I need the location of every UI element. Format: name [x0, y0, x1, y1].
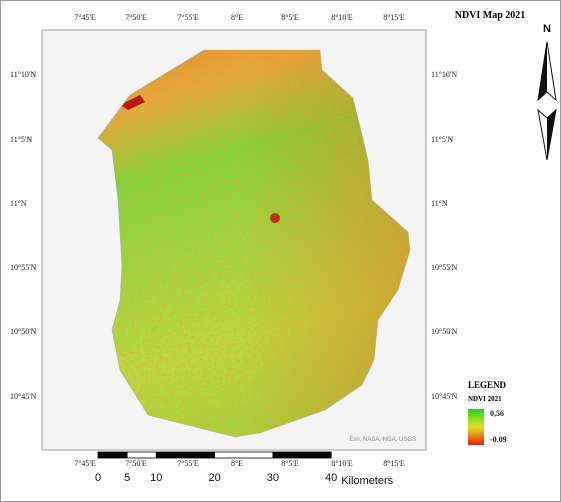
- attribution: Esri, NASA, NGA, USGS: [349, 437, 416, 443]
- left-latitude: 10°45'N: [10, 392, 37, 401]
- legend-layer: NDVI 2021: [468, 395, 502, 403]
- right-latitude: 11°5'N: [431, 135, 453, 144]
- scale-segment: [126, 451, 157, 459]
- bottom-longitude: 8°E: [231, 459, 243, 468]
- scale-segment: [214, 451, 274, 459]
- top-longitude: 7°45'E: [74, 13, 96, 22]
- legend-heading: LEGEND: [468, 380, 507, 390]
- top-longitude: 8°10'E: [331, 13, 353, 22]
- left-latitude: 11°N: [10, 199, 27, 208]
- right-latitude: 11°N: [431, 199, 448, 208]
- scale-label: 20: [208, 472, 220, 484]
- scale-segment: [272, 451, 332, 459]
- scale-label: 40: [325, 472, 337, 484]
- north-label: N: [543, 23, 551, 35]
- legend-low: -0.09: [490, 435, 507, 444]
- right-latitude: 10°55'N: [431, 263, 458, 272]
- bottom-longitude: 8°10'E: [331, 459, 353, 468]
- top-longitude: 8°5'E: [281, 13, 299, 22]
- right-latitude: 11°10'N: [431, 70, 457, 79]
- scale-label: 30: [267, 472, 279, 484]
- right-latitude: 10°45'N: [431, 392, 458, 401]
- scale-bar: 0 5 10 20 30 40 Kilometers: [95, 451, 394, 487]
- right-latitude: 10°50'N: [431, 327, 458, 336]
- graticule-labels: 7°45'E 7°50'E 7°55'E 8°E 8°5'E 8°10'E 8°15'E 7°…: [10, 13, 458, 468]
- north-arrow: N: [537, 23, 557, 161]
- legend: LEGEND NDVI 2021 0,56 -0.09: [468, 380, 507, 445]
- top-longitude: 7°55'E: [177, 13, 199, 22]
- scale-unit: Kilometers: [341, 475, 393, 487]
- legend-high: 0,56: [490, 409, 504, 418]
- scale-segment: [97, 451, 128, 459]
- scale-label: 5: [124, 472, 130, 484]
- scale-segment: [155, 451, 216, 459]
- bottom-longitude: 8°5'E: [281, 459, 299, 468]
- top-longitude: 8°E: [231, 13, 243, 22]
- left-latitude: 11°10'N: [10, 70, 36, 79]
- left-latitude: 10°50'N: [10, 327, 37, 336]
- left-latitude: 10°55'N: [10, 263, 37, 272]
- map-title: NDVI Map 2021: [455, 10, 526, 21]
- legend-ramp: [468, 409, 484, 445]
- top-longitude: 7°50'E: [125, 13, 147, 22]
- bottom-longitude: 7°55'E: [177, 459, 199, 468]
- bottom-longitude: 7°45'E: [74, 459, 96, 468]
- bottom-longitude: 7°50'E: [125, 459, 147, 468]
- scale-label: 0: [95, 472, 101, 484]
- left-latitude: 11°5'N: [10, 135, 32, 144]
- top-longitude: 8°15'E: [383, 13, 405, 22]
- scale-label: 10: [150, 472, 162, 484]
- bottom-longitude: 8°15'E: [383, 459, 405, 468]
